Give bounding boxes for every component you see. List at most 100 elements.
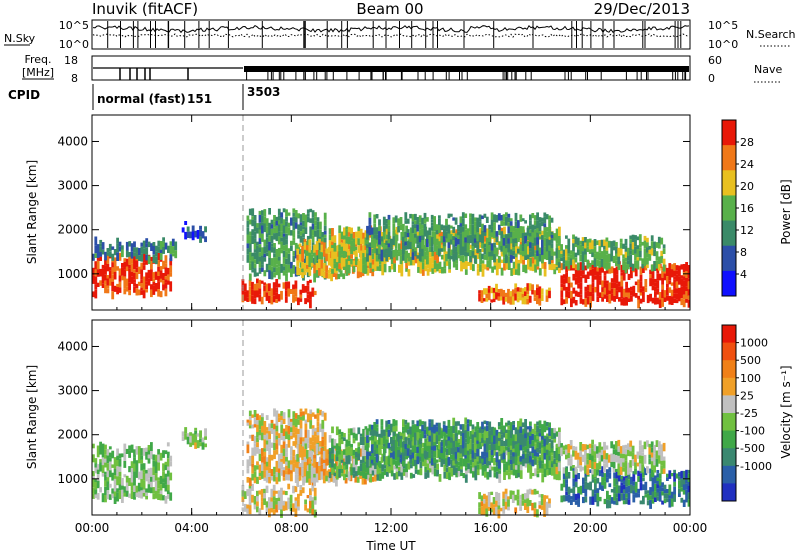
echo-cell — [164, 282, 168, 289]
echo-cell — [553, 251, 557, 256]
echo-cell — [311, 210, 315, 218]
echo-cell — [519, 244, 523, 252]
echo-cell — [476, 433, 480, 441]
echo-cell — [409, 248, 413, 257]
echo-cell — [517, 429, 520, 437]
echo-cell — [92, 275, 95, 284]
echo-cell — [433, 260, 437, 269]
echo-cell — [428, 227, 432, 236]
echo-cell — [258, 472, 262, 477]
echo-cell — [641, 464, 645, 473]
echo-cell — [661, 491, 664, 496]
echo-cell — [383, 468, 387, 476]
echo-cell — [464, 237, 468, 243]
echo-cell — [634, 260, 637, 269]
echo-cell — [519, 470, 523, 479]
echo-cell — [169, 281, 173, 288]
echo-cell — [533, 237, 537, 246]
echo-cell — [303, 242, 307, 250]
echo-cell — [339, 265, 343, 271]
echo-cell — [270, 239, 274, 244]
echo-cell — [497, 509, 501, 519]
echo-cell — [106, 470, 110, 477]
echo-cell — [642, 495, 645, 505]
echo-cell — [323, 234, 327, 238]
echo-cell — [253, 227, 257, 232]
echo-cell — [301, 487, 305, 494]
echo-cell — [273, 243, 276, 248]
echo-cell — [296, 468, 300, 475]
echo-cell — [94, 478, 98, 482]
echo-cell — [528, 500, 532, 506]
echo-cell — [280, 212, 284, 218]
echo-cell — [287, 288, 291, 297]
echo-cell — [196, 433, 200, 437]
echo-cell — [622, 243, 625, 249]
echo-cell — [376, 439, 380, 445]
colorbar-band — [722, 465, 736, 484]
echo-cell — [476, 217, 480, 226]
echo-cell — [615, 449, 618, 456]
echo-cell — [442, 439, 446, 448]
echo-cell — [154, 256, 158, 265]
echo-cell — [591, 479, 595, 483]
echo-cell — [586, 296, 590, 305]
echo-cell — [553, 263, 557, 270]
echo-cell — [405, 463, 408, 473]
echo-cell — [500, 238, 504, 246]
echo-cell — [495, 458, 499, 463]
echo-cell — [382, 231, 386, 236]
echo-cell — [638, 247, 642, 252]
echo-cell — [125, 258, 129, 267]
echo-cell — [579, 262, 583, 271]
echo-cell — [147, 484, 151, 493]
echo-cell — [275, 490, 279, 494]
echo-cell — [526, 489, 530, 499]
echo-cell — [118, 246, 122, 252]
echo-cell — [536, 459, 540, 464]
freq-left-label-line1: Freq. — [24, 53, 51, 66]
echo-cell — [394, 425, 398, 432]
echo-cell — [277, 433, 281, 439]
echo-cell — [478, 214, 482, 222]
echo-cell — [449, 252, 453, 256]
echo-cell — [368, 436, 372, 441]
echo-cell — [352, 242, 356, 252]
echo-cell — [612, 246, 616, 251]
echo-cell — [253, 496, 257, 505]
echo-cell — [350, 463, 353, 468]
echo-cell — [316, 432, 320, 436]
echo-cell — [147, 450, 151, 455]
echo-cell — [375, 255, 379, 262]
echo-cell — [152, 282, 156, 286]
echo-cell — [567, 452, 571, 459]
echo-cell — [166, 490, 170, 494]
echo-cell — [194, 230, 198, 238]
echo-cell — [111, 493, 115, 499]
echo-cell — [125, 278, 129, 287]
echo-cell — [641, 445, 645, 453]
echo-cell — [452, 240, 456, 245]
echo-cell — [469, 454, 473, 460]
echo-cell — [565, 467, 568, 477]
echo-cell — [428, 441, 432, 446]
echo-cell — [392, 439, 396, 445]
echo-cell — [534, 254, 537, 260]
echo-cell — [418, 252, 422, 261]
echo-cell — [301, 245, 304, 254]
echo-cell — [421, 235, 424, 240]
echo-cell — [447, 248, 451, 252]
echo-cell — [418, 447, 422, 457]
echo-cell — [615, 493, 619, 498]
echo-cell — [490, 502, 494, 510]
echo-cell — [159, 253, 163, 260]
echo-cell — [316, 236, 320, 245]
echo-cell — [643, 253, 647, 258]
echo-cell — [441, 254, 444, 260]
echo-cell — [370, 440, 374, 445]
echo-cell — [577, 486, 580, 494]
echo-cell — [290, 261, 293, 269]
echo-cell — [414, 441, 417, 445]
echo-cell — [184, 433, 188, 440]
echo-cell — [285, 251, 288, 259]
